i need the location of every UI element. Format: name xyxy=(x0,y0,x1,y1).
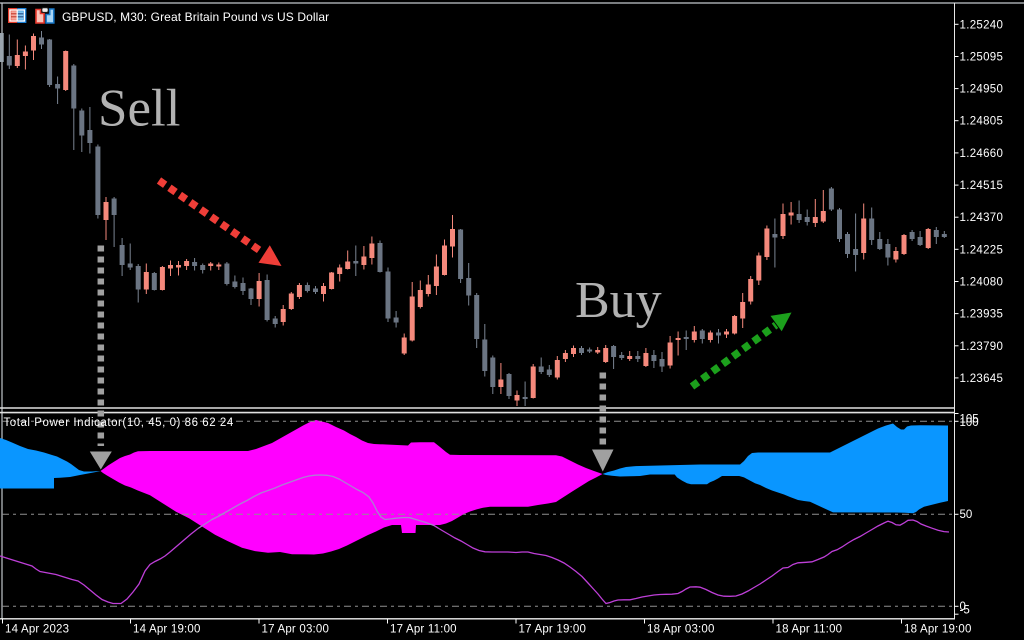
svg-text:1.24950: 1.24950 xyxy=(960,84,1004,96)
svg-text:1.25095: 1.25095 xyxy=(960,52,1004,64)
svg-text:18 Apr 19:00: 18 Apr 19:00 xyxy=(904,624,972,636)
svg-text:18 Apr 11:00: 18 Apr 11:00 xyxy=(776,624,843,636)
svg-text:Sell: Sell xyxy=(98,80,180,138)
svg-text:1.24225: 1.24225 xyxy=(960,244,1004,256)
svg-text:1.23645: 1.23645 xyxy=(960,373,1004,385)
svg-text:1.24805: 1.24805 xyxy=(960,116,1004,128)
svg-text:17 Apr 19:00: 17 Apr 19:00 xyxy=(519,624,587,636)
svg-text:Total Power Indicator(10, 45,: Total Power Indicator(10, 45, 0) 86 62 2… xyxy=(4,417,234,429)
svg-text:1.24515: 1.24515 xyxy=(960,180,1004,192)
svg-text:17 Apr 03:00: 17 Apr 03:00 xyxy=(262,624,330,636)
svg-text:18 Apr 03:00: 18 Apr 03:00 xyxy=(647,624,715,636)
svg-text:105: 105 xyxy=(960,414,979,426)
svg-text:1.24660: 1.24660 xyxy=(960,148,1004,160)
svg-text:1.24080: 1.24080 xyxy=(960,277,1004,289)
svg-text:14 Apr 2023: 14 Apr 2023 xyxy=(5,624,69,636)
svg-text:100: 100 xyxy=(960,417,979,429)
svg-text:50: 50 xyxy=(960,509,973,521)
svg-text:17 Apr 11:00: 17 Apr 11:00 xyxy=(390,624,457,636)
svg-text:-5: -5 xyxy=(960,604,970,616)
svg-text:GBPUSD, M30: Great Britain Po: GBPUSD, M30: Great Britain Pound vs US D… xyxy=(62,10,329,24)
svg-text:1.23790: 1.23790 xyxy=(960,341,1004,353)
svg-text:1.23935: 1.23935 xyxy=(960,309,1004,321)
svg-text:1.24370: 1.24370 xyxy=(960,212,1004,224)
svg-text:0: 0 xyxy=(960,601,966,613)
svg-text:Buy: Buy xyxy=(575,272,662,329)
svg-text:1.25240: 1.25240 xyxy=(960,19,1004,31)
svg-text:14 Apr 19:00: 14 Apr 19:00 xyxy=(133,624,201,636)
